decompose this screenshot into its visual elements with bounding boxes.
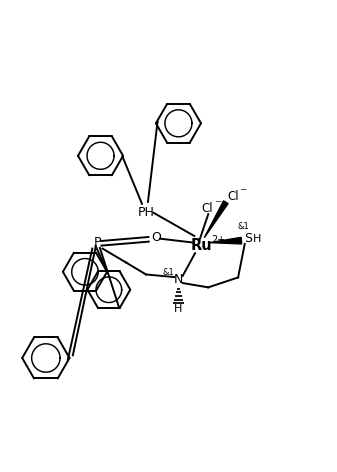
Text: Cl: Cl — [202, 202, 213, 215]
Text: N: N — [174, 273, 183, 286]
Text: 2+: 2+ — [211, 235, 225, 245]
Text: PH: PH — [137, 206, 154, 219]
Text: H: H — [174, 304, 183, 314]
Text: Ru: Ru — [191, 238, 212, 253]
Text: H: H — [253, 234, 262, 244]
Text: Cl: Cl — [227, 190, 239, 203]
Polygon shape — [210, 237, 242, 244]
Polygon shape — [204, 201, 228, 238]
Text: ⁻: ⁻ — [214, 199, 221, 212]
Text: P: P — [94, 236, 102, 249]
Text: O: O — [151, 231, 161, 244]
Text: &1: &1 — [238, 222, 249, 231]
Text: &1: &1 — [163, 268, 174, 277]
Text: ⁻: ⁻ — [239, 186, 247, 200]
Text: S: S — [244, 232, 252, 245]
